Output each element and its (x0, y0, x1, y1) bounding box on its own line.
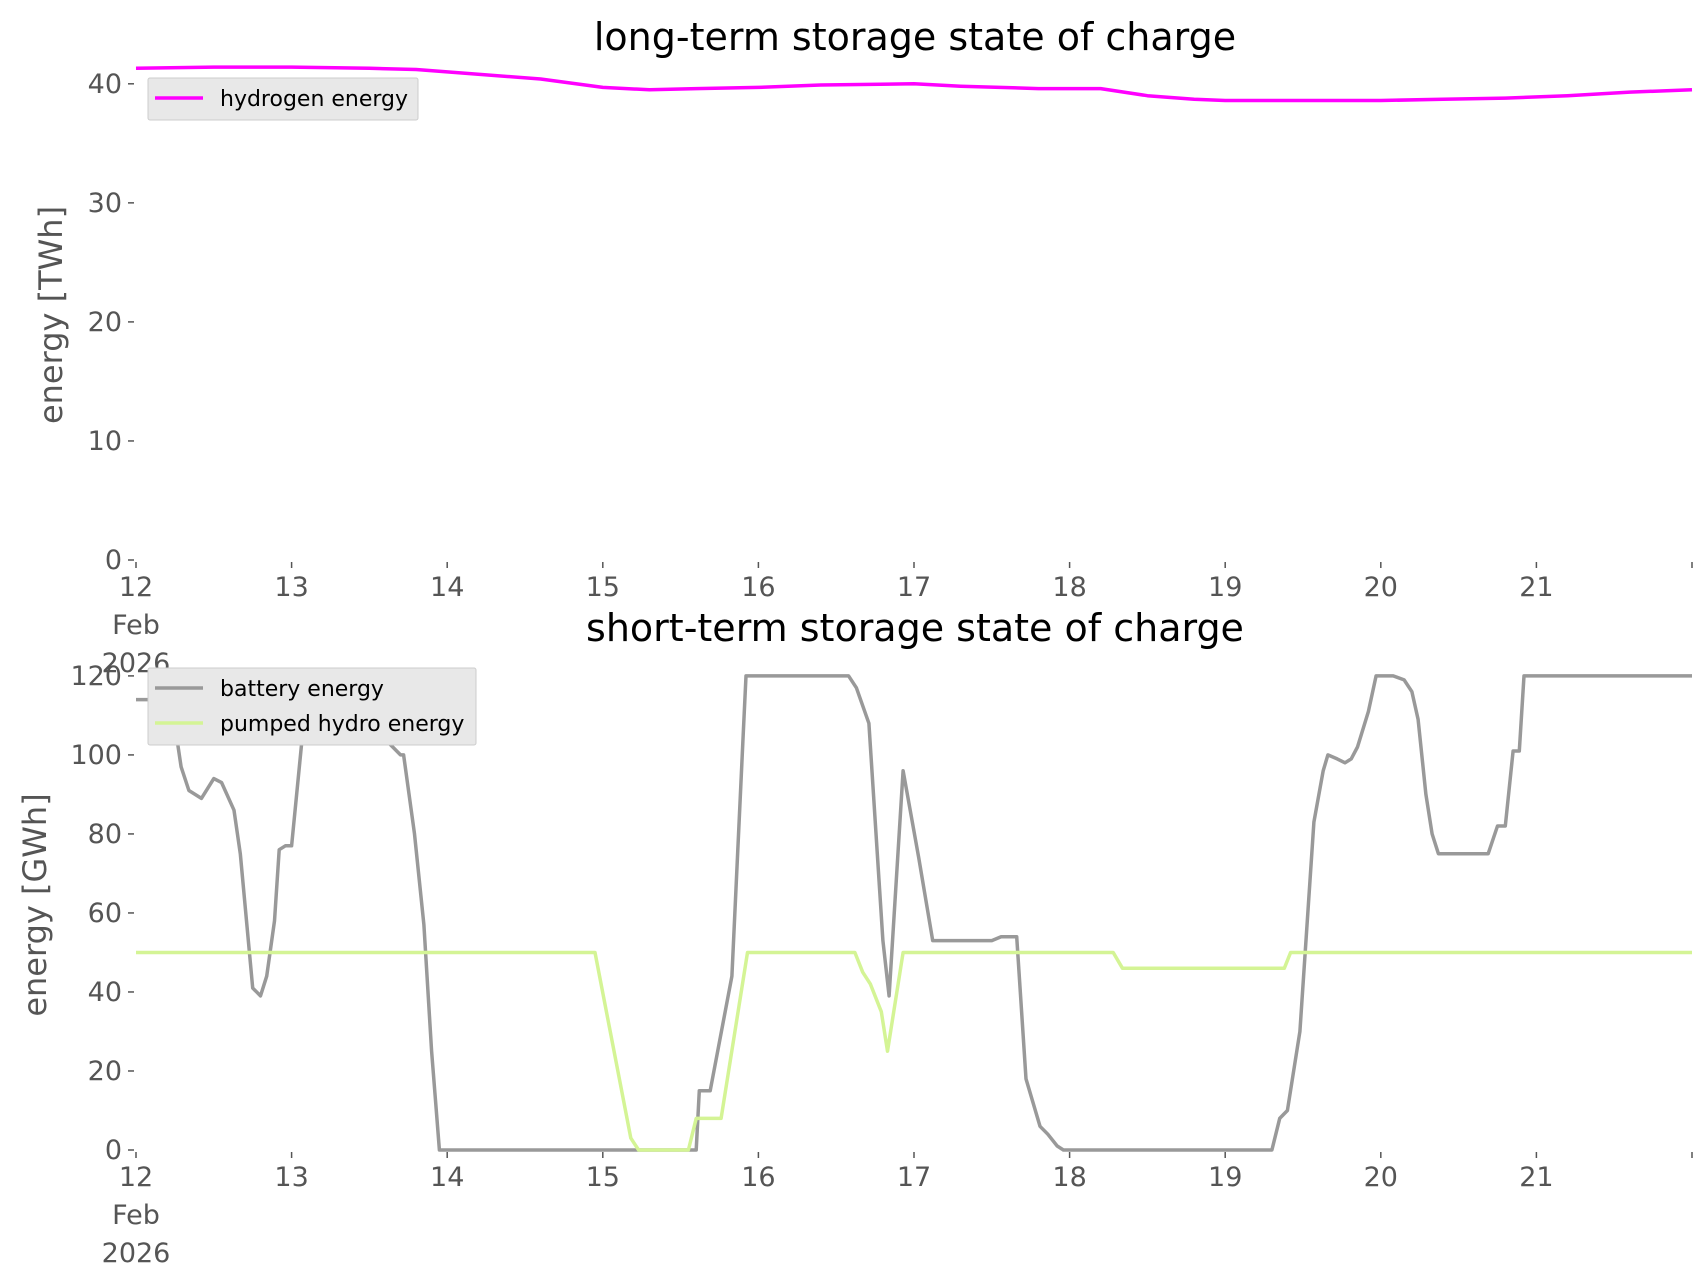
x-tick-label: 19 (1208, 1162, 1242, 1193)
legend: hydrogen energy (147, 77, 419, 121)
short-term-storage-chart: short-term storage state of charge energ… (16, 606, 1693, 1269)
x-tick-label: 13 (274, 572, 308, 603)
y-tick-label: 20 (88, 307, 122, 338)
x-tick-label: 19 (1208, 572, 1242, 603)
legend-label-battery-energy: battery energy (220, 677, 384, 702)
chart-title: long-term storage state of charge (594, 15, 1236, 59)
y-tick-group: 0 10 20 30 40 (88, 69, 134, 576)
y-tick-label: 20 (88, 1056, 122, 1087)
series-line-battery-energy (136, 674, 1692, 1152)
x-tick-label: 14 (430, 1162, 464, 1193)
legend-box (147, 667, 477, 746)
chart-title: short-term storage state of charge (586, 606, 1244, 650)
y-tick-label: 0 (105, 545, 122, 576)
legend-label-hydrogen-energy: hydrogen energy (220, 87, 408, 112)
legend-label-pumped-hydro-energy: pumped hydro energy (220, 712, 464, 737)
x-tick-label: 13 (274, 1162, 308, 1193)
y-tick-label: 80 (88, 819, 122, 850)
x-tick-label: 15 (586, 1162, 620, 1193)
y-tick-label: 60 (88, 898, 122, 929)
y-axis-label: energy [GWh] (16, 793, 54, 1016)
y-tick-label: 120 (70, 661, 122, 692)
long-term-storage-chart: long-term storage state of charge energy… (32, 15, 1693, 679)
x-tick-label: 15 (586, 572, 620, 603)
y-axis-label: energy [TWh] (32, 206, 70, 424)
y-tick-group: 0 20 40 60 80 100 120 (70, 661, 134, 1166)
x-tick-group: 12 Feb 2026 13 14 15 16 17 18 19 20 21 (102, 1152, 1693, 1269)
y-tick-label: 100 (70, 740, 122, 771)
y-tick-label: 40 (88, 977, 122, 1008)
x-tick-label: 14 (430, 572, 464, 603)
x-tick-label: 21 (1519, 1162, 1553, 1193)
y-tick-label: 40 (88, 69, 122, 100)
legend: battery energy pumped hydro energy (147, 667, 477, 746)
x-tick-label: 20 (1364, 1162, 1398, 1193)
x-tick-label: 16 (741, 1162, 775, 1193)
x-tick-label: 12 Feb 2026 (102, 1162, 171, 1269)
x-tick-label: 18 (1052, 1162, 1086, 1193)
series-group (135, 65, 1693, 103)
x-tick-label: 21 (1519, 572, 1553, 603)
x-tick-label: 16 (741, 572, 775, 603)
series-group (136, 674, 1692, 1152)
series-line-hydrogen-energy (135, 65, 1693, 103)
series-line-pumped-hydro-energy (136, 950, 1692, 1152)
x-tick-label: 20 (1364, 572, 1398, 603)
x-tick-label: 18 (1052, 572, 1086, 603)
y-tick-label: 0 (105, 1135, 122, 1166)
y-tick-label: 30 (88, 188, 122, 219)
legend-box (147, 77, 419, 121)
y-tick-label: 10 (88, 426, 122, 457)
x-tick-label: 17 (897, 572, 931, 603)
x-tick-label: 17 (897, 1162, 931, 1193)
